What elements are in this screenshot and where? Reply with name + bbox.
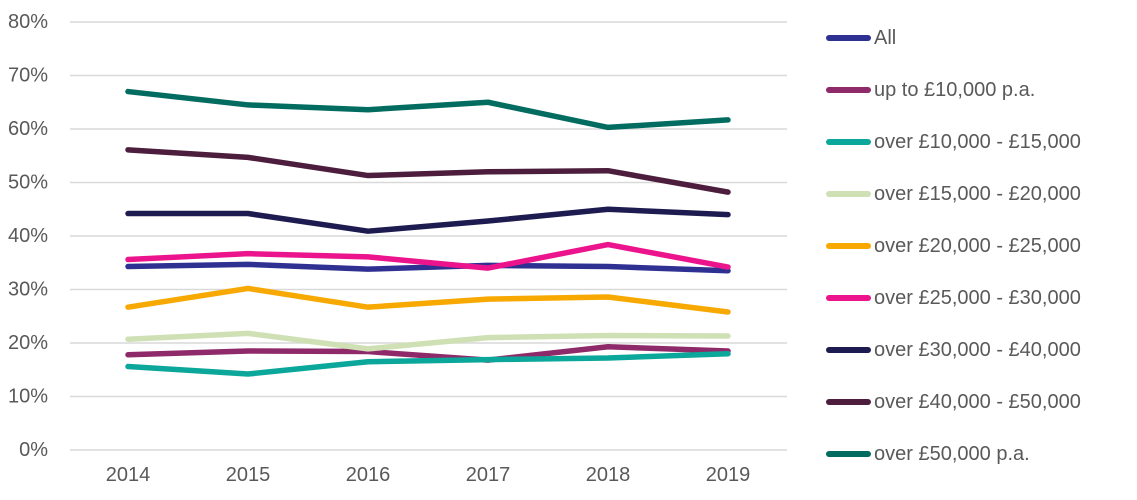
legend-label: over £40,000 - £50,000	[874, 391, 1081, 413]
legend-label: over £50,000 p.a.	[874, 443, 1030, 465]
y-axis-tick-label: 20%	[8, 332, 48, 354]
legend-item: over £10,000 - £15,000	[826, 132, 1081, 152]
legend-label: over £15,000 - £20,000	[874, 183, 1081, 205]
y-axis-tick-label: 30%	[8, 279, 48, 301]
y-axis-tick-label: 50%	[8, 172, 48, 194]
legend-item: over £50,000 p.a.	[826, 444, 1081, 464]
y-axis-tick-label: 80%	[8, 11, 48, 33]
legend-item: over £15,000 - £20,000	[826, 184, 1081, 204]
series-line-8	[125, 147, 731, 195]
legend-swatch	[826, 399, 871, 405]
y-axis-tick-label: 10%	[8, 386, 48, 408]
legend-swatch	[826, 347, 871, 353]
series-line-9	[125, 88, 731, 131]
legend-label: over £10,000 - £15,000	[874, 131, 1081, 153]
legend-item: over £25,000 - £30,000	[826, 288, 1081, 308]
series-line-3	[125, 350, 731, 377]
legend-label: All	[874, 27, 897, 49]
x-axis-tick-label: 2015	[226, 464, 271, 486]
x-axis-tick-label: 2014	[106, 464, 151, 486]
x-axis-tick-label: 2018	[586, 464, 631, 486]
x-axis-tick-label: 2019	[706, 464, 751, 486]
legend-item: up to £10,000 p.a.	[826, 80, 1081, 100]
legend-item: over £30,000 - £40,000	[826, 340, 1081, 360]
series-line-2	[125, 343, 731, 363]
legend-swatch	[826, 191, 871, 197]
legend-label: up to £10,000 p.a.	[874, 79, 1036, 101]
legend-item: over £40,000 - £50,000	[826, 392, 1081, 412]
y-axis-tick-label: 70%	[8, 65, 48, 87]
series-line-1	[125, 261, 731, 274]
legend-label: over £30,000 - £40,000	[874, 339, 1081, 361]
legend-label: over £25,000 - £30,000	[874, 287, 1081, 309]
legend-swatch	[826, 87, 871, 93]
legend-swatch	[826, 243, 871, 249]
legend-label: over £20,000 - £25,000	[874, 235, 1081, 257]
legend-item: over £20,000 - £25,000	[826, 236, 1081, 256]
y-axis-tick-label: 0%	[19, 439, 48, 461]
series-line-5	[125, 285, 731, 315]
legend-swatch	[826, 451, 871, 457]
series-line-4	[125, 330, 731, 352]
x-axis-tick-label: 2017	[466, 464, 511, 486]
y-axis-tick-label: 60%	[8, 118, 48, 140]
legend: All up to £10,000 p.a. over £10,000 - £15,…	[826, 28, 1081, 464]
legend-item: All	[826, 28, 1081, 48]
legend-swatch	[826, 295, 871, 301]
x-axis-tick-label: 2016	[346, 464, 391, 486]
y-axis-tick-label: 40%	[8, 225, 48, 247]
plot-area: 0% 10% 20% 30% 40% 50% 60% 70% 80% 2014 2015 2016 20…	[8, 11, 787, 486]
series-line-6	[125, 241, 731, 271]
series-line-7	[125, 206, 731, 234]
legend-swatch	[826, 35, 871, 41]
legend-swatch	[826, 139, 871, 145]
